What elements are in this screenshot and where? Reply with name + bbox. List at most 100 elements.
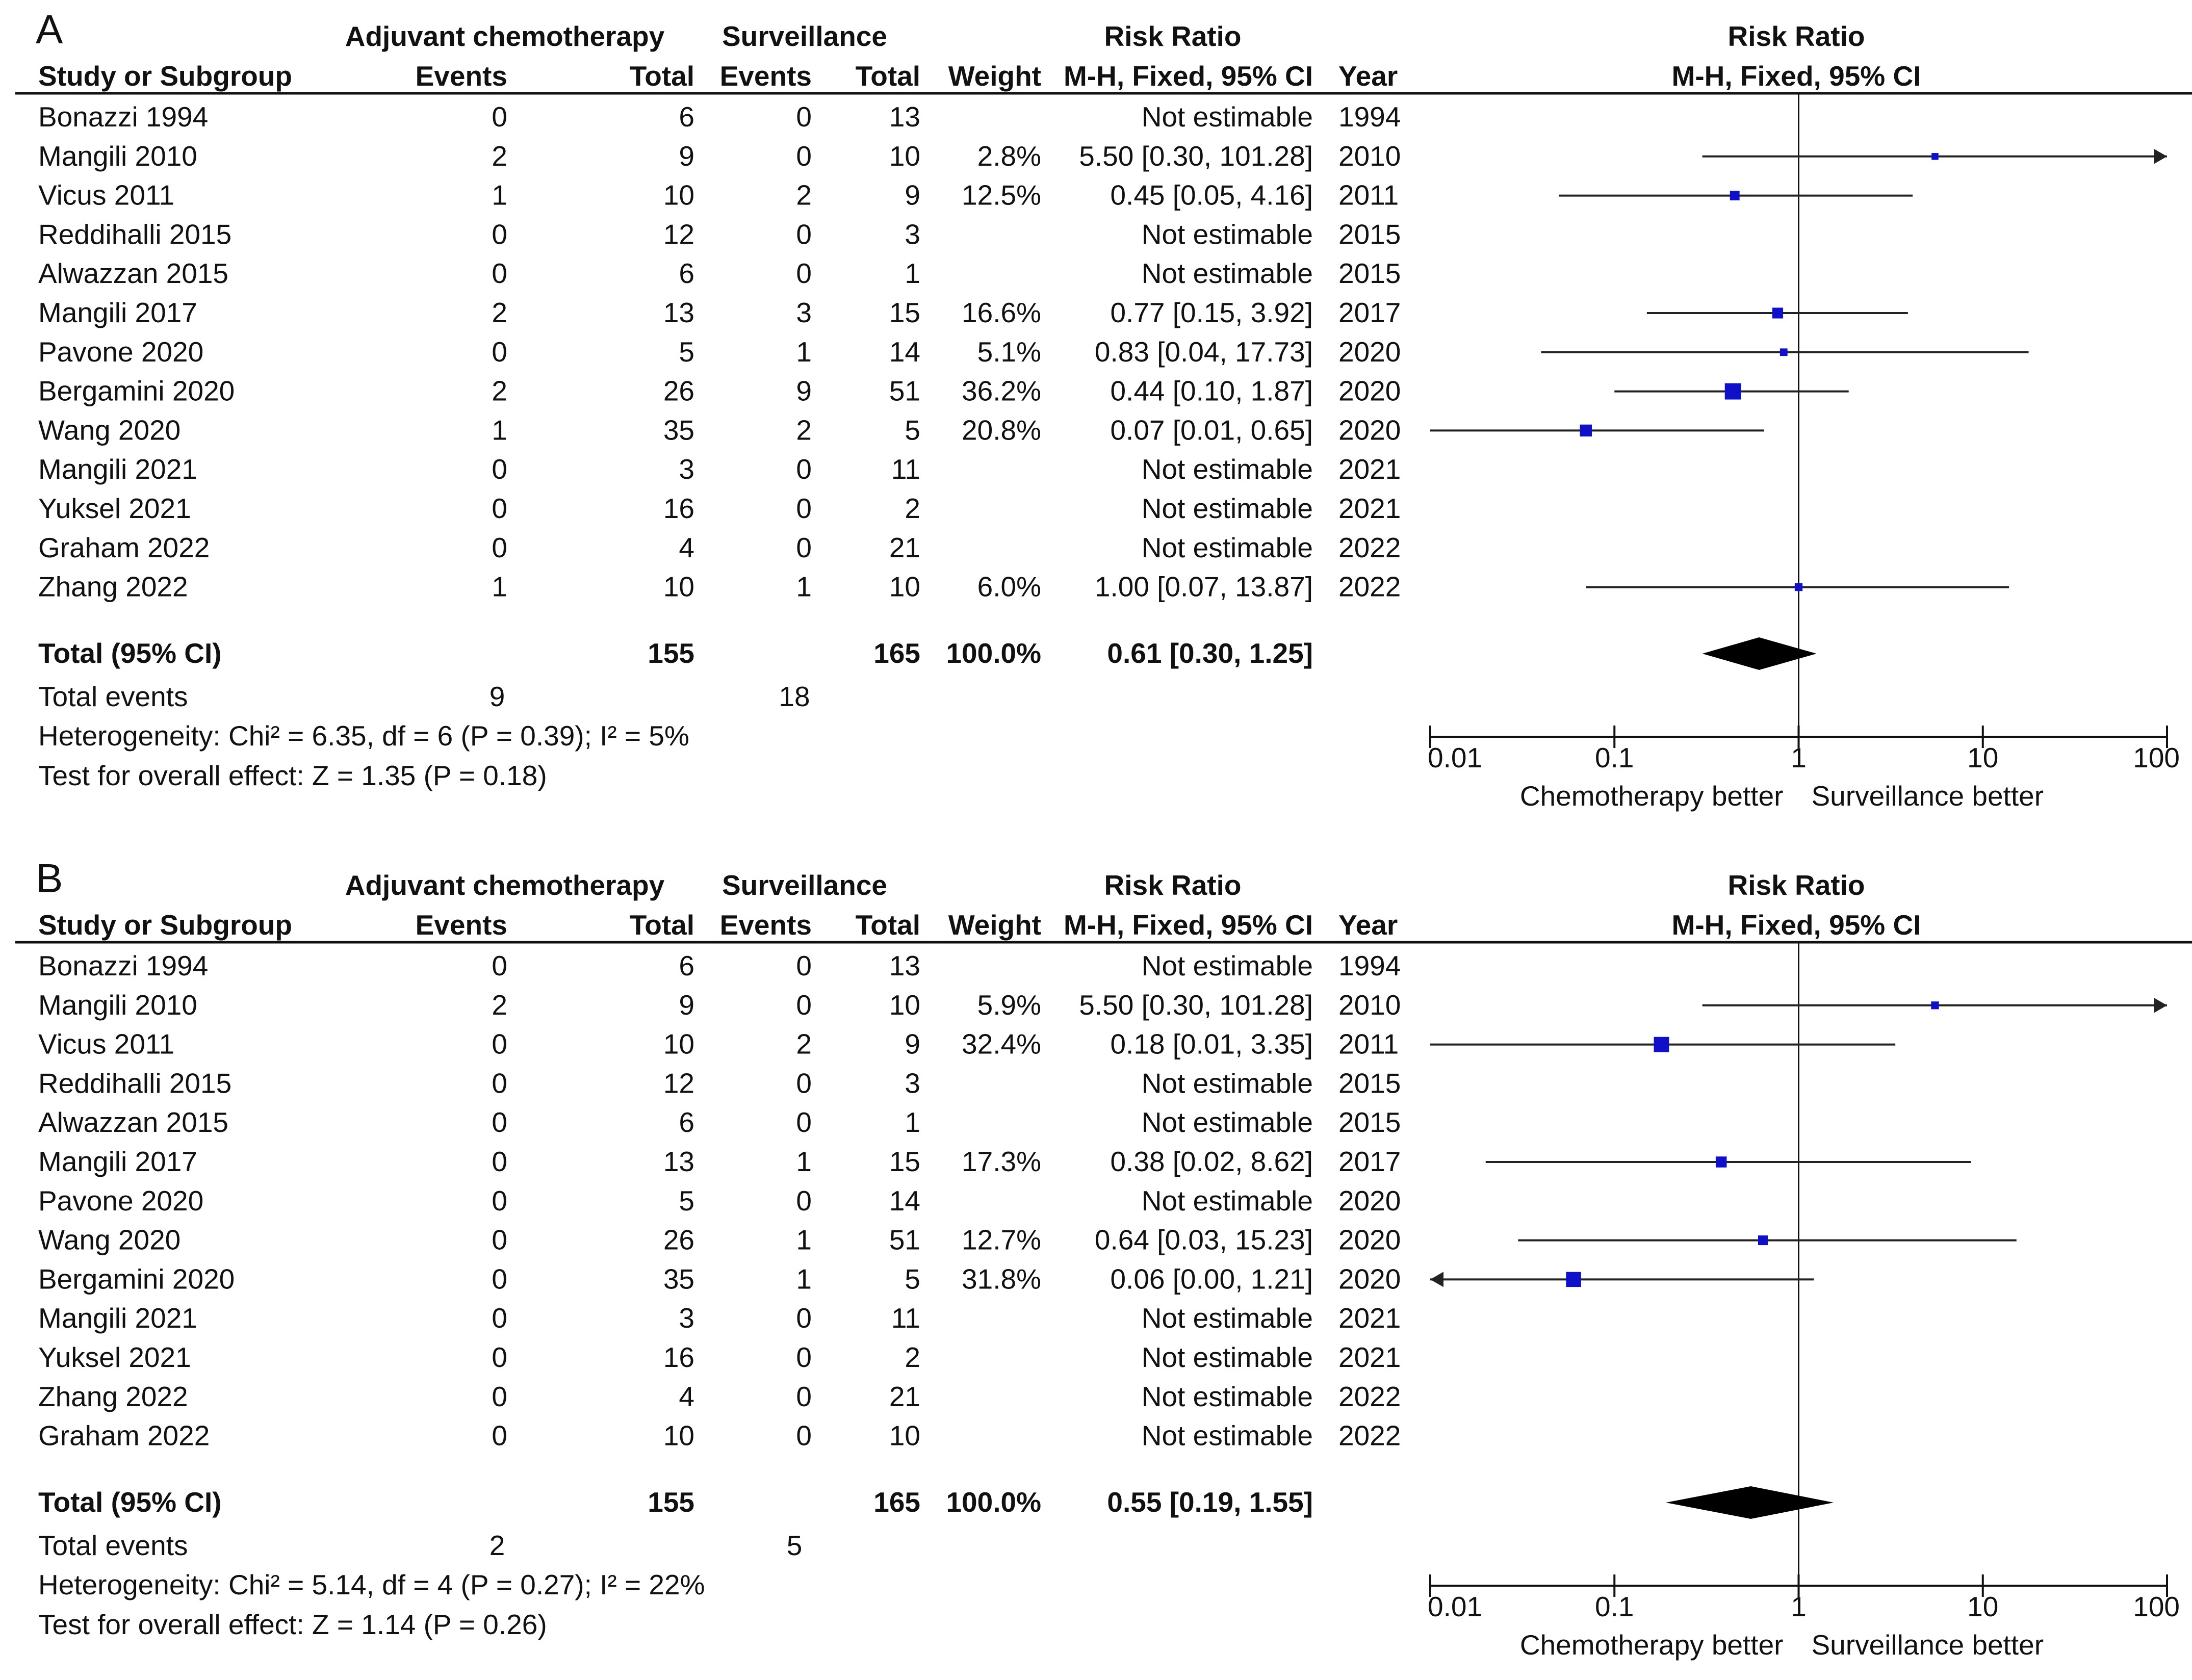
study-year: 1994 — [1338, 950, 1401, 981]
forest-plot-b: B Adjuvant chemotherapy Surveillance Risk R… — [15, 856, 2192, 1661]
point-estimate — [1758, 1235, 1768, 1246]
ctl-total: 5 — [905, 1263, 920, 1295]
point-estimate — [1715, 1156, 1727, 1168]
study-year: 2022 — [1338, 1420, 1401, 1452]
exp-events: 2 — [492, 140, 507, 172]
favours-right-label: Surveillance better — [1812, 1629, 2044, 1661]
point-estimate — [1794, 583, 1803, 591]
ctl-total: 3 — [905, 218, 920, 250]
study-ci: Not estimable — [1142, 532, 1313, 563]
forest-plot-a: A Adjuvant chemotherapy Surveillance Risk R… — [15, 7, 2192, 812]
heterogeneity: Heterogeneity: Chi² = 6.35, df = 6 (P = … — [38, 720, 689, 752]
exp-total: 12 — [663, 218, 694, 250]
study-year: 2020 — [1338, 375, 1401, 407]
exp-events: 2 — [492, 375, 507, 407]
ctl-total: 15 — [889, 297, 920, 328]
header-experimental: Adjuvant chemotherapy — [345, 20, 665, 52]
study-year: 1994 — [1338, 101, 1401, 133]
ctl-events: 0 — [796, 1106, 812, 1138]
study-weight: 17.3% — [962, 1146, 1041, 1177]
total-weight: 100.0% — [946, 1486, 1041, 1518]
study-name: Alwazzan 2015 — [38, 257, 228, 289]
ctl-total: 13 — [889, 950, 920, 981]
header-weight: Weight — [948, 60, 1041, 92]
study-weight: 5.1% — [977, 336, 1041, 368]
study-name: Reddihalli 2015 — [38, 1067, 231, 1099]
study-ci: Not estimable — [1142, 1067, 1313, 1099]
total-weight: 100.0% — [946, 637, 1041, 669]
header-exp-events: Events — [416, 909, 507, 941]
point-estimate — [1566, 1272, 1581, 1287]
study-name: Mangili 2010 — [38, 989, 197, 1021]
ctl-events: 1 — [796, 1224, 812, 1256]
exp-total: 26 — [663, 1224, 694, 1256]
exp-events: 0 — [492, 1381, 507, 1412]
ctl-events: 0 — [796, 1067, 812, 1099]
study-year: 2015 — [1338, 257, 1401, 289]
pooled-diamond — [1702, 637, 1817, 670]
ctl-total: 10 — [889, 989, 920, 1021]
ctl-total: 5 — [905, 414, 920, 446]
study-ci: 0.38 [0.02, 8.62] — [1110, 1146, 1313, 1177]
forest-panel-a: A Adjuvant chemotherapy Surveillance Risk R… — [0, 0, 2192, 836]
study-name: Wang 2020 — [38, 414, 180, 446]
header-effect: Risk Ratio — [1104, 20, 1242, 52]
study-weight: 36.2% — [962, 375, 1041, 407]
ctl-events: 2 — [796, 1028, 812, 1060]
exp-total: 12 — [663, 1067, 694, 1099]
study-ci: 0.83 [0.04, 17.73] — [1095, 336, 1313, 368]
ctl-total: 21 — [889, 532, 920, 563]
exp-total: 10 — [663, 1028, 694, 1060]
ctl-events: 0 — [796, 101, 812, 133]
study-weight: 6.0% — [977, 571, 1041, 603]
study-weight: 12.5% — [962, 179, 1041, 211]
study-ci: Not estimable — [1142, 1341, 1313, 1373]
ctl-events: 0 — [796, 140, 812, 172]
study-year: 2011 — [1338, 1028, 1399, 1060]
exp-total: 10 — [663, 571, 694, 603]
exp-events: 2 — [492, 989, 507, 1021]
study-name: Wang 2020 — [38, 1224, 180, 1256]
exp-total: 16 — [663, 493, 694, 524]
x-tick-label: 100 — [2133, 1591, 2180, 1622]
header-control: Surveillance — [722, 20, 887, 52]
exp-total: 6 — [679, 257, 694, 289]
ctl-total: 15 — [889, 1146, 920, 1177]
study-year: 2020 — [1338, 1263, 1401, 1295]
total-ci: 0.55 [0.19, 1.55] — [1107, 1486, 1313, 1518]
panel-label: A — [36, 7, 63, 52]
favours-right-label: Surveillance better — [1812, 780, 2044, 812]
ctl-events: 3 — [796, 297, 812, 328]
study-ci: Not estimable — [1142, 1185, 1313, 1217]
ctl-events: 9 — [796, 375, 812, 407]
header-method: M-H, Fixed, 95% CI — [1064, 909, 1313, 941]
header-plot-title: Risk Ratio — [1728, 20, 1865, 52]
exp-total: 16 — [663, 1341, 694, 1373]
study-year: 2017 — [1338, 1146, 1401, 1177]
study-name: Mangili 2017 — [38, 1146, 197, 1177]
study-weight: 20.8% — [962, 414, 1041, 446]
study-year: 2021 — [1338, 1302, 1401, 1334]
pooled-diamond — [1665, 1486, 1834, 1519]
study-ci: Not estimable — [1142, 493, 1313, 524]
exp-total: 10 — [663, 179, 694, 211]
total-events-ctl: 18 — [779, 681, 810, 712]
exp-events: 0 — [492, 1146, 507, 1177]
ctl-total: 1 — [905, 257, 920, 289]
study-year: 2020 — [1338, 414, 1401, 446]
exp-events: 2 — [492, 297, 507, 328]
total-events-label: Total events — [38, 1530, 188, 1561]
header-ctl-total: Total — [856, 909, 920, 941]
header-ctl-events: Events — [720, 60, 812, 92]
ctl-total: 11 — [891, 453, 920, 485]
exp-events: 1 — [492, 414, 507, 446]
exp-total: 5 — [679, 336, 694, 368]
header-experimental: Adjuvant chemotherapy — [345, 869, 665, 901]
ctl-events: 0 — [796, 1341, 812, 1373]
ctl-total: 51 — [889, 1224, 920, 1256]
exp-total: 35 — [663, 1263, 694, 1295]
header-method: M-H, Fixed, 95% CI — [1064, 60, 1313, 92]
ctl-events: 0 — [796, 1420, 812, 1452]
study-name: Bergamini 2020 — [38, 375, 235, 407]
x-tick-label: 0.1 — [1595, 742, 1634, 773]
